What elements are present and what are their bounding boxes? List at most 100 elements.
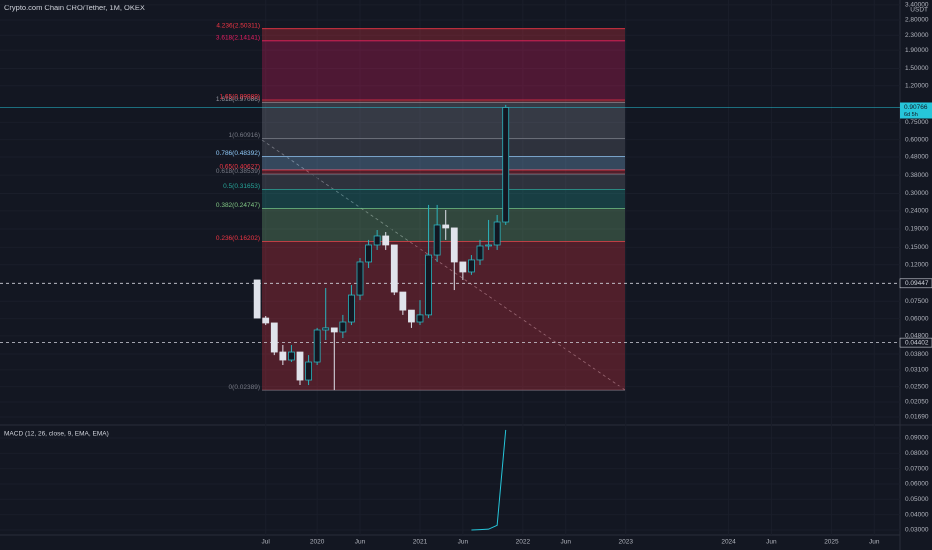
macd-tick-label: 0.09000	[905, 435, 929, 442]
candle-body	[262, 317, 270, 324]
candle-body	[390, 244, 398, 293]
fib-label: 0.618(0.38539)	[216, 168, 260, 175]
fib-label: 0.786(0.48392)	[216, 150, 260, 157]
y-tick-label: 0.07500	[905, 298, 929, 305]
y-tick-label: 0.04800	[905, 333, 929, 340]
price-tag-label: 0.04402	[905, 339, 929, 346]
x-tick-label: Jun	[766, 539, 777, 546]
macd-tick-label: 0.05000	[905, 496, 929, 503]
y-tick-label: 0.48000	[905, 154, 929, 161]
candle-body	[485, 244, 492, 247]
trend-line	[261, 139, 626, 391]
y-tick-label: 0.24000	[905, 208, 929, 215]
fib-label: 1.65(0.99989)	[220, 94, 260, 101]
x-tick-label: Jun	[355, 539, 366, 546]
price-tag	[899, 337, 932, 348]
y-tick-label: 1.90000	[905, 47, 929, 54]
fib-label: 3.618(2.14141)	[216, 35, 260, 42]
fib-zone	[262, 241, 625, 391]
macd-tick-label: 0.08000	[905, 450, 929, 457]
fib-label: 0.236(0.16202)	[216, 235, 260, 242]
fib-zone	[262, 156, 625, 170]
candle-body	[416, 314, 424, 323]
price-tag	[899, 278, 932, 289]
fib-label: 1(0.60916)	[229, 132, 260, 139]
candle-body	[382, 235, 390, 246]
candle-body	[450, 227, 458, 263]
y-tick-label: 2.80000	[905, 17, 929, 24]
x-tick-label: Jun	[458, 539, 469, 546]
candle-body	[493, 221, 501, 246]
fib-zone	[262, 102, 625, 139]
fib-zone	[262, 169, 625, 175]
y-tick-label: 0.19000	[905, 226, 929, 233]
macd-line	[471, 429, 507, 531]
fib-label: 0.5(0.31653)	[223, 183, 260, 190]
candle-body	[339, 321, 347, 333]
x-tick-label: 2020	[310, 539, 325, 546]
candle-body	[425, 254, 432, 316]
fib-zone	[262, 189, 625, 209]
fib-label: 0(0.02389)	[229, 384, 260, 391]
macd-tick-label: 0.04000	[905, 511, 929, 518]
y-tick-label: 0.06000	[905, 315, 929, 322]
fib-zone	[262, 138, 625, 157]
x-tick-label: 2023	[618, 539, 633, 546]
macd-title: MACD (12, 26, close, 9, EMA, EMA)	[4, 431, 109, 438]
candle-body	[433, 224, 441, 256]
macd-tick-label: 0.07000	[905, 465, 929, 472]
fib-label: 1.618(0.97086)	[216, 96, 260, 103]
y-tick-label: 0.38000	[905, 172, 929, 179]
candle-body	[476, 245, 484, 261]
fib-zone	[262, 99, 625, 103]
y-tick-label: 1.20000	[905, 83, 929, 90]
x-tick-label: Jun	[560, 539, 571, 546]
fib-zone	[262, 28, 625, 41]
macd-tick-label: 0.06000	[905, 481, 929, 488]
y-tick-label: 0.15000	[905, 244, 929, 251]
y-tick-label: 0.30000	[905, 190, 929, 197]
x-tick-label: 2021	[413, 539, 428, 546]
candle-body	[330, 327, 338, 333]
unit-label: USDT	[910, 7, 928, 14]
fib-label: 0.65(0.40627)	[220, 164, 260, 171]
fib-zone	[262, 40, 625, 100]
x-tick-label: 2025	[824, 539, 839, 546]
y-tick-label: 0.03800	[905, 351, 929, 358]
candle-body	[270, 322, 278, 353]
candle-body	[399, 291, 407, 311]
x-tick-label: Jul	[262, 539, 271, 546]
price-tag-label: 0.09447	[905, 280, 929, 287]
candle-body	[348, 294, 355, 323]
candle-body	[279, 351, 287, 361]
candle-body	[305, 361, 312, 381]
y-tick-label: 0.01690	[905, 414, 929, 421]
candle-body	[296, 351, 304, 381]
countdown-label: 6d 5h	[904, 112, 918, 118]
x-tick-label: 2022	[516, 539, 531, 546]
candle-body	[502, 107, 510, 223]
candle-body	[408, 309, 415, 323]
y-tick-label: 0.02500	[905, 383, 929, 390]
candle-body	[322, 327, 330, 331]
last-price-tag	[900, 102, 932, 119]
x-tick-label: 2024	[721, 539, 736, 546]
y-tick-label: 0.60000	[905, 136, 929, 143]
fib-label: 4.236(2.50311)	[216, 22, 260, 29]
candle-body	[288, 351, 295, 361]
y-tick-label: 0.02050	[905, 399, 929, 406]
candle-body	[373, 235, 381, 246]
last-price-label: 0.90766	[904, 104, 928, 111]
candle-body	[468, 259, 475, 273]
y-tick-label: 0.75000	[905, 119, 929, 126]
candle-body	[459, 261, 467, 273]
candle-body	[365, 244, 372, 263]
chart-title: Crypto.com Chain CRO/Tether, 1M, OKEX	[4, 3, 145, 12]
y-tick-label: 0.12000	[905, 261, 929, 268]
macd-tick-label: 0.03000	[905, 527, 929, 534]
y-tick-label: 1.50000	[905, 65, 929, 72]
fib-label: 0.382(0.24747)	[216, 202, 260, 209]
candle-body	[442, 224, 450, 229]
